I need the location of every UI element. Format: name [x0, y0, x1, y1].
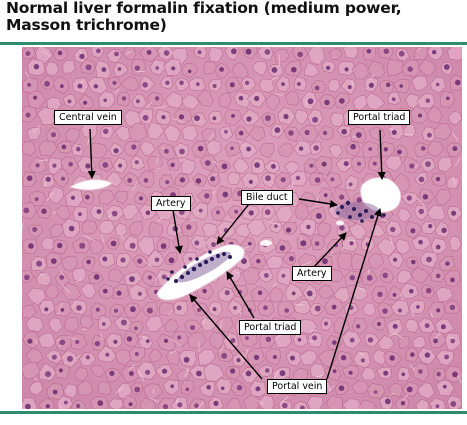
label-portal-vein: Portal vein: [267, 379, 328, 394]
upper-portal-vein-lumen: [360, 177, 402, 213]
label-artery-right: Artery: [292, 266, 332, 281]
label-artery-left: Artery: [151, 196, 191, 211]
top-divider: [0, 42, 467, 45]
label-portal-triad-top: Portal triad: [348, 110, 411, 125]
label-bile-duct: Bile duct: [241, 190, 293, 205]
central-vein-lumen: [68, 179, 113, 191]
liver-micrograph: [22, 47, 462, 409]
annotation-arrows: [87, 128, 386, 380]
lower-portal-triad-cluster: [166, 250, 232, 283]
figure-title: Normal liver formalin fixation (medium p…: [6, 0, 402, 34]
label-portal-triad-bottom: Portal triad: [239, 320, 302, 335]
label-central-vein: Central vein: [54, 110, 122, 125]
bottom-divider: [0, 411, 467, 414]
